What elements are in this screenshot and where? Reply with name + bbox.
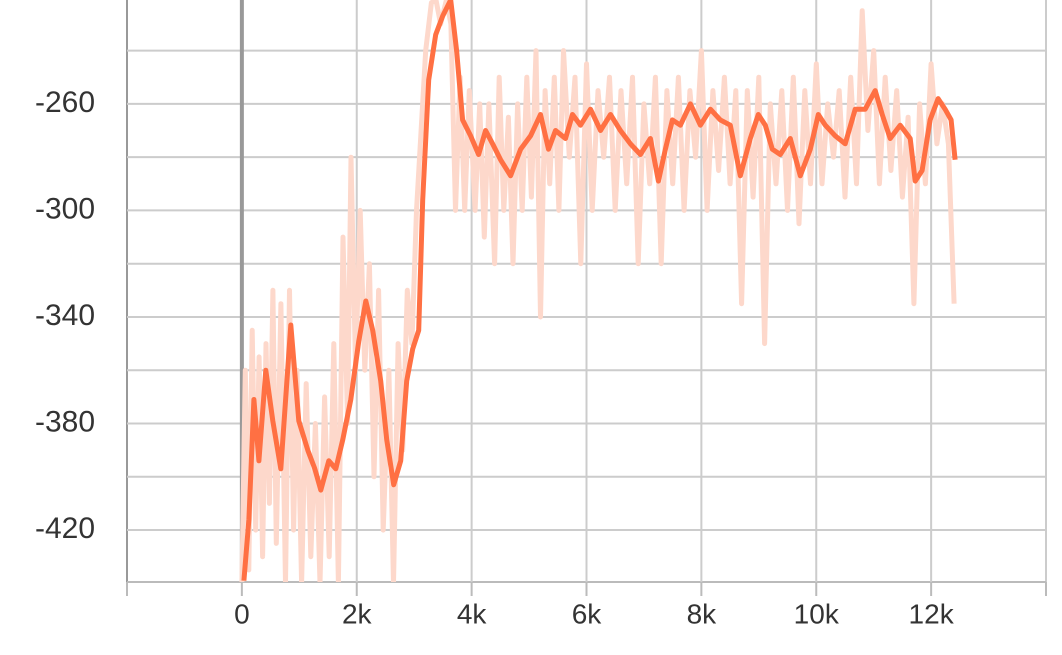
y-tick-label: -420 <box>35 512 95 545</box>
x-tick-label: 4k <box>457 598 488 629</box>
y-tick-label: -380 <box>35 405 95 438</box>
y-tick-label: -300 <box>35 192 95 225</box>
x-tick-label: 6k <box>572 598 603 629</box>
plot-area <box>239 0 958 582</box>
x-tick-label: 12k <box>909 598 955 629</box>
x-tick-label: 2k <box>342 598 373 629</box>
data-line <box>241 0 958 581</box>
x-tick-label: 8k <box>687 598 718 629</box>
x-tick-label: 0 <box>234 598 250 629</box>
x-tick-label: 10k <box>794 598 840 629</box>
labels: -420 -380 -340 -300 -260 0 2k 4k 6k 8k 10k 12k <box>35 86 955 630</box>
y-tick-label: -340 <box>35 299 95 332</box>
y-tick-label: -260 <box>35 86 95 119</box>
data-line <box>239 0 957 582</box>
